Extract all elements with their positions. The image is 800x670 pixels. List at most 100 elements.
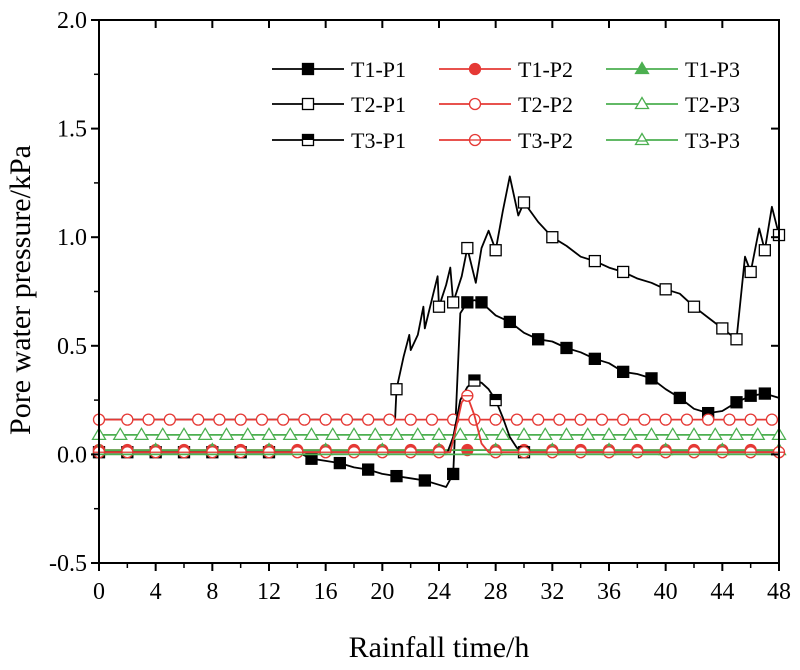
data-point-T3-P2: [319, 446, 332, 459]
data-point-T2-P3: [282, 427, 298, 441]
data-point-T3-P2: [687, 446, 701, 459]
marker-body: [686, 427, 702, 441]
x-tick-label: 24: [427, 579, 451, 605]
marker-body: [298, 413, 311, 426]
marker-body: [388, 427, 405, 441]
legend-label: T2-P1: [351, 92, 406, 117]
data-point-T2-P1: [546, 231, 559, 244]
legend-marker: [468, 97, 482, 111]
legend-entry-T1-P3: T1-P3: [606, 57, 740, 82]
marker-body: [163, 413, 176, 426]
data-point-T2-P2: [362, 413, 375, 426]
data-point-T2-P2: [163, 413, 176, 426]
series-T2-P3: [91, 427, 787, 441]
marker-body: [730, 333, 743, 346]
data-point-T2-P3: [410, 427, 426, 441]
marker-body: [673, 391, 686, 405]
data-point-T2-P1: [432, 300, 446, 313]
marker-body: [546, 231, 559, 244]
data-point-T2-P3: [495, 427, 511, 441]
series-T2-P2: [92, 413, 779, 426]
marker-body: [758, 387, 771, 400]
marker-body: [447, 296, 460, 309]
x-tick-label: 40: [654, 579, 678, 605]
marker-body: [390, 383, 403, 396]
y-tick-label: 1.0: [57, 225, 87, 251]
marker-body: [617, 265, 630, 279]
marker-body: [390, 469, 403, 483]
data-point-T2-P2: [723, 413, 736, 426]
data-point-T3-P2: [206, 446, 219, 459]
data-point-T2-P3: [133, 427, 150, 441]
data-point-T2-P3: [558, 427, 575, 441]
data-point-T3-P2: [376, 446, 389, 459]
data-point-T3-P1: [489, 393, 502, 407]
marker-body: [452, 427, 468, 441]
data-point-T2-P2: [638, 413, 651, 426]
data-point-T2-P1: [447, 296, 460, 309]
marker-body: [255, 413, 269, 426]
marker-body: [516, 427, 532, 441]
marker-body: [510, 413, 524, 426]
legend-marker: [468, 62, 482, 76]
data-point-T1-P1: [617, 365, 630, 379]
tick-layer: 0 4 8 12 16 20 24 28 32 36 40 44 48-0.50.00.51.01.52…: [49, 8, 791, 605]
data-point-T2-P1: [716, 322, 729, 335]
data-point-T1-P1: [333, 456, 346, 470]
data-point-T3-P2: [291, 446, 304, 459]
data-point-T2-P3: [750, 427, 766, 441]
marker-body: [634, 61, 650, 75]
marker-body: [617, 413, 630, 426]
data-point-T2-P3: [346, 427, 362, 441]
data-point-T2-P2: [425, 413, 439, 426]
marker-body: [142, 413, 155, 426]
marker-body: [461, 241, 474, 255]
data-point-T3-P2: [602, 446, 616, 459]
marker-body: [475, 296, 488, 309]
marker-body: [468, 97, 482, 111]
marker-body: [410, 427, 426, 441]
marker-body: [112, 427, 128, 441]
marker-body: [750, 427, 766, 441]
legend-entry-T2-P1: T2-P1: [272, 92, 406, 117]
data-point-T3-P2: [234, 446, 247, 459]
legend-label: T3-P1: [351, 128, 406, 153]
x-tick-label: 0: [93, 579, 105, 605]
y-tick-label: -0.5: [49, 551, 87, 577]
marker-half-fill: [468, 375, 480, 381]
marker-body: [560, 341, 573, 355]
marker-body: [595, 413, 609, 426]
data-point-T2-P1: [659, 283, 672, 296]
data-point-T3-P2: [432, 446, 446, 459]
marker-body: [634, 96, 650, 110]
data-point-T1-P1: [730, 396, 743, 409]
data-point-T3-P2: [631, 446, 644, 459]
data-point-T3-P1: [468, 374, 481, 387]
y-axis-title: Pore water pressure/kPa: [4, 145, 37, 435]
legend-label: T3-P2: [518, 128, 573, 153]
data-point-T2-P3: [303, 427, 320, 441]
x-tick-label: 16: [314, 579, 338, 605]
data-point-T3-P2: [716, 446, 729, 459]
marker-body: [744, 389, 757, 402]
data-point-T1-P1: [588, 352, 601, 365]
marker-body: [532, 333, 545, 346]
legend-entry-T2-P3: T2-P3: [606, 92, 740, 117]
marker-body: [758, 244, 771, 257]
data-point-T1-P1: [744, 389, 757, 402]
series-T1-P1: [92, 296, 780, 488]
legend-label: T3-P3: [685, 128, 740, 153]
data-point-T2-P2: [340, 413, 354, 426]
marker-body: [580, 427, 596, 441]
marker-body: [432, 300, 446, 313]
marker-body: [468, 62, 482, 76]
marker-body: [155, 427, 171, 441]
data-point-T2-P2: [702, 413, 715, 426]
marker-body: [495, 427, 511, 441]
marker-body: [282, 427, 298, 441]
x-tick-label: 20: [370, 579, 394, 605]
data-point-T2-P2: [765, 413, 779, 426]
legend: T1-P1 T1-P2 T1-P3 T2-P1 T2-P2 T2-P3 T3-P1 T3-P2…: [272, 57, 740, 153]
marker-body: [362, 463, 375, 476]
data-point-T2-P3: [537, 427, 553, 441]
